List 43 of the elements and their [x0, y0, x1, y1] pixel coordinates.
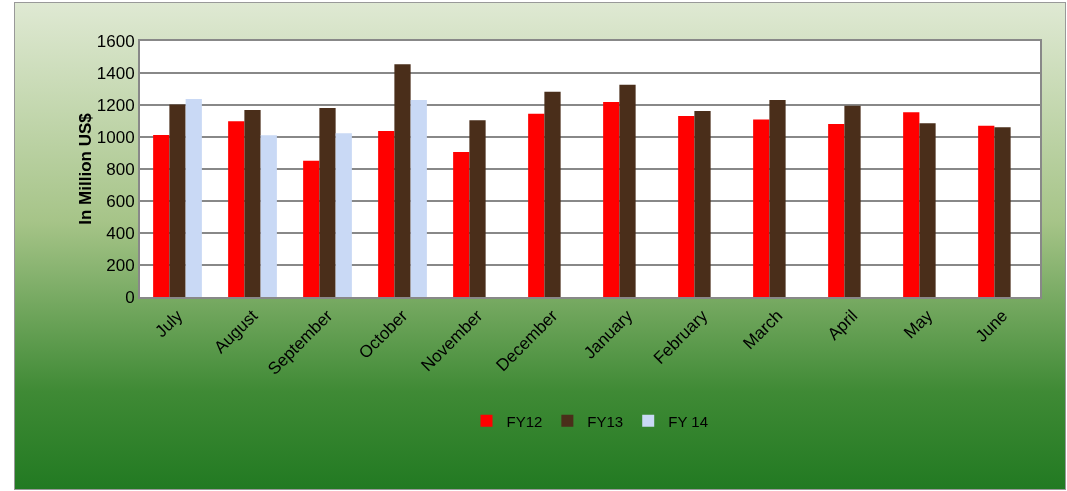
bar: [844, 105, 861, 297]
bar: [603, 101, 620, 297]
bar: [453, 151, 470, 297]
y-tick-label: 1400: [96, 63, 135, 83]
bar: [769, 99, 786, 297]
y-tick-label: 1000: [96, 127, 135, 147]
bar: [994, 127, 1011, 297]
y-tick-label: 1600: [96, 31, 135, 51]
bar: [185, 98, 202, 297]
bar: [978, 125, 995, 297]
bar: [169, 104, 186, 297]
bar: [153, 134, 170, 297]
bar: [544, 91, 561, 297]
bar: [903, 112, 920, 297]
bar: [753, 119, 770, 297]
bar: [694, 111, 711, 297]
bar: [319, 108, 336, 297]
bar: [335, 133, 352, 297]
bar: [828, 123, 845, 297]
bar: [678, 116, 695, 297]
bar: [410, 99, 427, 297]
legend-label: FY12: [506, 412, 543, 430]
bar: [303, 160, 320, 297]
y-axis-title: In Million US$: [75, 112, 95, 225]
y-tick-label: 800: [106, 159, 135, 179]
x-tick-label: May: [900, 305, 937, 343]
bar: [394, 64, 411, 297]
y-tick-label: 0: [125, 287, 135, 307]
x-tick-label: July: [151, 305, 187, 342]
y-tick-label: 400: [106, 223, 135, 243]
legend-label: FY 14: [668, 412, 708, 430]
bar: [528, 113, 545, 297]
y-tick-label: 1200: [96, 95, 135, 115]
bar: [919, 123, 936, 297]
bar: [244, 109, 261, 297]
bar: [619, 84, 636, 297]
bar: [260, 135, 277, 297]
bar: [228, 121, 245, 297]
y-tick-label: 200: [106, 255, 135, 275]
bar: [469, 120, 486, 297]
bar: [378, 130, 395, 297]
legend-label: FY13: [587, 412, 624, 430]
y-tick-label: 600: [106, 191, 135, 211]
